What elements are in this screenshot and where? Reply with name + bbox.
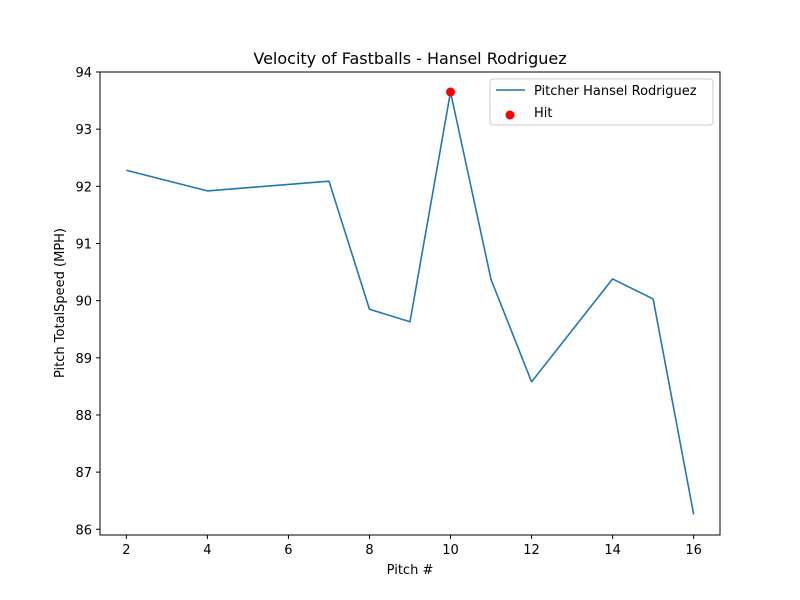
scatter-point-1-0 (446, 87, 456, 97)
legend: Pitcher Hansel Rodriguez Hit (489, 78, 714, 126)
y-tick-label-93: 93 (75, 123, 92, 138)
legend-box (489, 78, 714, 126)
legend-label-0: Pitcher Hansel Rodriguez (534, 84, 697, 99)
x-tick-label-14: 14 (604, 543, 621, 558)
y-tick-label-91: 91 (75, 237, 92, 252)
x-tick-label-4: 4 (203, 543, 211, 558)
x-tick-label-10: 10 (442, 543, 459, 558)
y-axis-label: Pitch TotalSpeed (MPH) (53, 228, 68, 378)
y-tick-label-89: 89 (75, 352, 92, 367)
x-tick-label-2: 2 (122, 543, 130, 558)
y-tick-label-92: 92 (75, 180, 92, 195)
x-tick-label-16: 16 (685, 543, 702, 558)
x-tick-label-6: 6 (284, 543, 292, 558)
plot-area: 2 4 6 8 10 12 14 16 86 87 88 89 90 91 92 93 94 (75, 66, 721, 558)
y-tick-label-90: 90 (75, 295, 92, 310)
y-tick-label-87: 87 (75, 466, 92, 481)
x-tick-label-12: 12 (523, 543, 540, 558)
legend-swatch-marker (505, 110, 515, 120)
y-tick-label-94: 94 (75, 66, 92, 81)
x-tick-label-8: 8 (365, 543, 373, 558)
x-axis-label: Pitch # (387, 563, 434, 578)
y-tick-label-86: 86 (75, 523, 92, 538)
legend-label-1: Hit (534, 106, 552, 121)
chart-title: Velocity of Fastballs - Hansel Rodriguez (253, 49, 566, 68)
axes-frame (99, 71, 721, 536)
y-tick-label-88: 88 (75, 409, 92, 424)
